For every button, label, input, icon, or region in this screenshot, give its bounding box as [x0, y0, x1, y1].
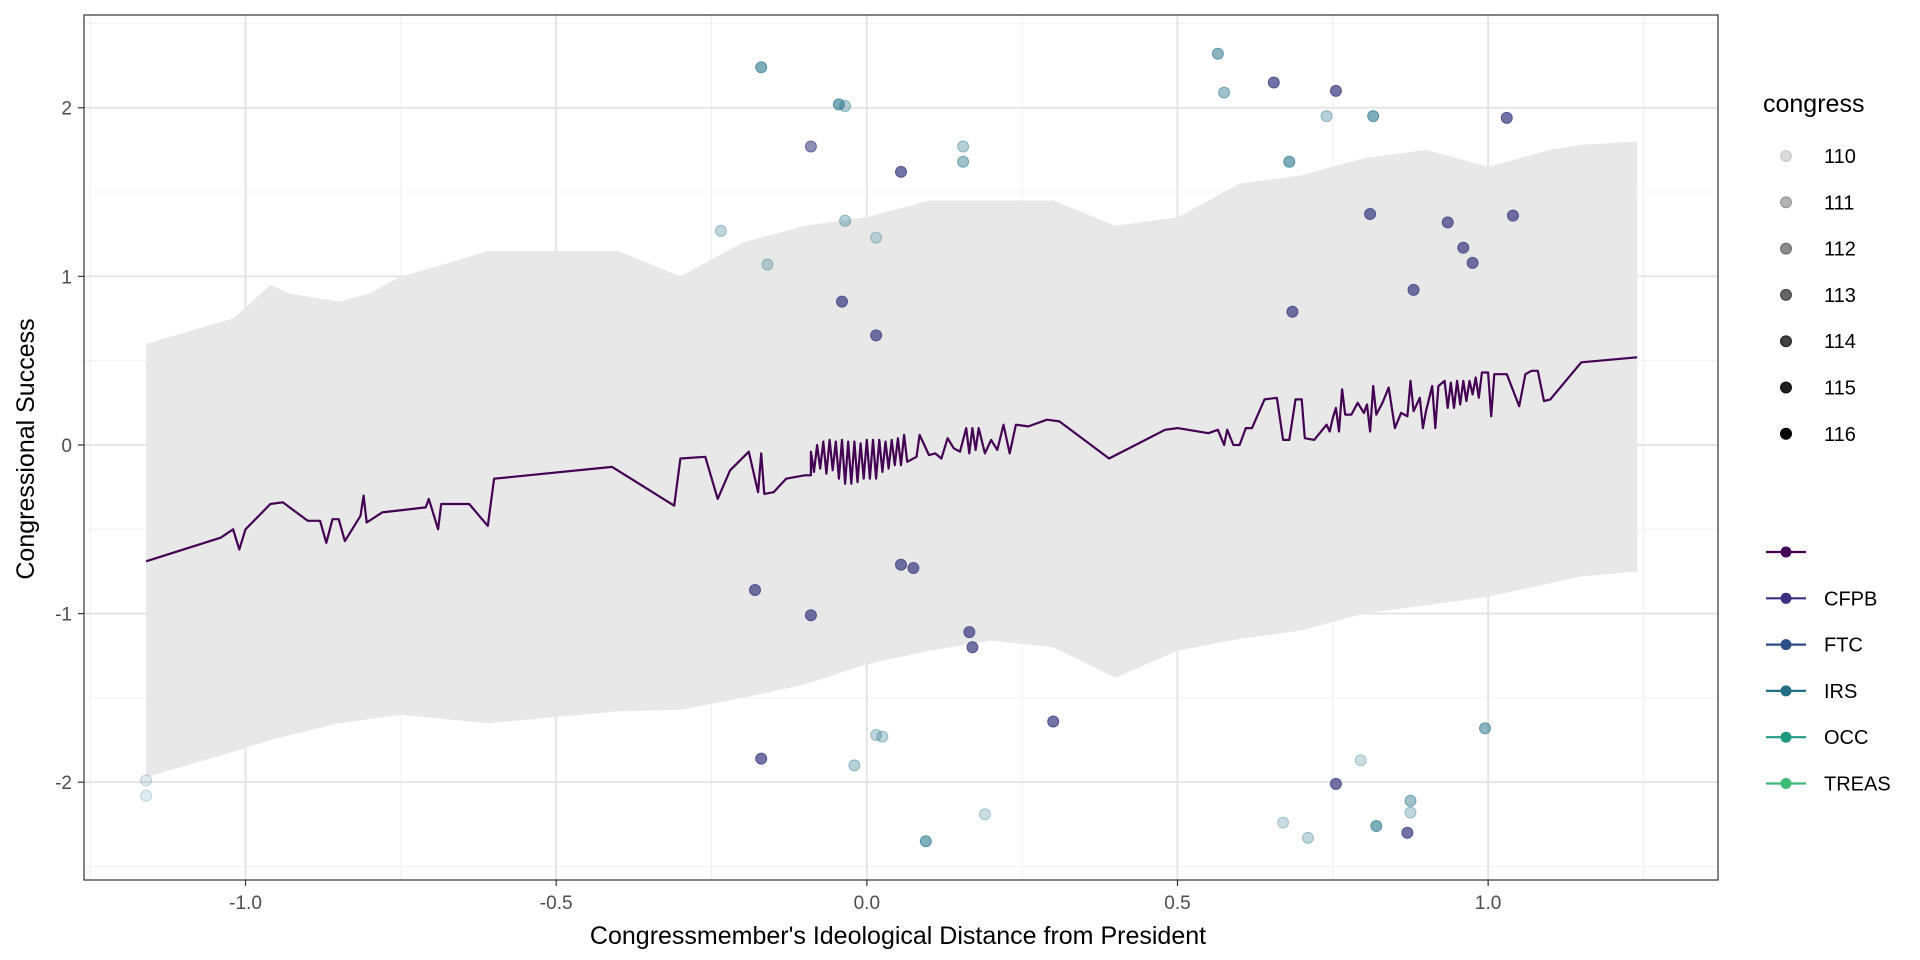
scatter-point	[1286, 305, 1299, 318]
scatter-point	[870, 231, 883, 244]
panel-border	[83, 14, 1719, 881]
legend-congress-key	[1780, 150, 1792, 162]
scatter-point	[839, 214, 852, 227]
fit-line	[145, 356, 1638, 563]
legend-congress-label: 116	[1824, 424, 1856, 446]
scatter-point	[1267, 76, 1280, 89]
x-tick-label: -0.5	[540, 893, 573, 914]
scatter-point	[1218, 86, 1231, 99]
x-tick-label: -1.0	[229, 893, 262, 914]
legend-agency-key	[1780, 731, 1792, 743]
y-tick-label: -2	[55, 773, 72, 794]
scatter-point	[1329, 777, 1342, 790]
scatter-point	[978, 808, 991, 821]
scatter-point	[1466, 256, 1479, 269]
legend-agency: CFPB FTC IRS OCC TREAS	[1766, 546, 1891, 796]
y-tick-label: -1	[55, 605, 72, 626]
legend-agency-label: FTC	[1824, 635, 1863, 657]
y-axis-title: Congressional Success	[12, 318, 40, 579]
legend-congress-key	[1780, 381, 1792, 394]
x-tick-label: 0.5	[1164, 893, 1190, 914]
scatter-point	[1506, 209, 1519, 222]
y-tick-label: 0	[61, 436, 72, 457]
scatter-point	[1047, 715, 1060, 728]
y-tick-label: 1	[61, 267, 72, 288]
scatter-point	[1329, 84, 1342, 97]
legend-agency-key	[1780, 546, 1792, 558]
scatter-point	[748, 583, 761, 596]
scatter-point	[895, 165, 907, 178]
legend-congress-key	[1780, 288, 1792, 301]
scatter-point	[1401, 826, 1414, 839]
scatter-point	[957, 140, 970, 153]
scatter-point	[755, 752, 768, 765]
scatter-point	[1367, 110, 1380, 123]
scatter-point	[957, 155, 970, 168]
legend-agency-label: IRS	[1824, 681, 1857, 703]
legend-agency-label: TREAS	[1824, 774, 1891, 796]
x-axis-title: Congressmember's Ideological Distance fr…	[590, 922, 1206, 950]
scatter-point	[761, 258, 774, 271]
scatter-point	[835, 295, 848, 308]
scatter-point	[1407, 283, 1420, 296]
legend-congress-title: congress	[1763, 90, 1864, 118]
legend-congress-key	[1780, 335, 1792, 348]
legend-congress-label: 114	[1824, 331, 1856, 353]
scatter-point	[1354, 754, 1367, 767]
legend-congress-key	[1780, 196, 1792, 209]
y-axis: -2 -1 0 1 2	[55, 99, 84, 794]
scatter-point	[919, 835, 932, 848]
scatter-point	[876, 730, 889, 743]
legend-congress-label: 111	[1824, 192, 1854, 214]
legend-agency-key	[1780, 685, 1792, 697]
scatter-point	[1301, 831, 1314, 844]
scatter-point	[1364, 207, 1377, 220]
scatter-point	[1370, 820, 1383, 833]
legend-agency-key	[1780, 778, 1792, 789]
scatter-point	[804, 609, 817, 622]
scatter-point	[870, 329, 883, 342]
scatter-point	[1211, 47, 1224, 60]
scatter-point	[140, 774, 153, 787]
scatter-point	[832, 98, 845, 111]
scatter-point	[1479, 722, 1492, 735]
scatter-point	[1320, 110, 1333, 123]
legend-agency-label: CFPB	[1824, 588, 1877, 610]
confidence-ribbon	[146, 141, 1638, 778]
legend-congress-label: 110	[1824, 146, 1856, 168]
scatter-point	[1457, 241, 1470, 254]
scatter-point	[870, 728, 883, 741]
scatter-point	[839, 100, 852, 113]
scatter-point	[1441, 216, 1454, 229]
scatter-point	[1500, 111, 1513, 124]
scatter-point	[1404, 806, 1417, 819]
scatter-point	[1277, 816, 1290, 829]
scatter-points	[140, 47, 1519, 848]
scatter-point	[1404, 794, 1417, 807]
x-axis: -1.0 -0.5 0.0 0.5 1.0	[229, 880, 1501, 914]
legend-congress-label: 112	[1824, 239, 1856, 261]
x-tick-label: 0.0	[854, 893, 880, 914]
scatter-point	[966, 641, 979, 654]
scatter-point	[907, 562, 920, 575]
scatter-point	[848, 759, 861, 772]
scatter-point	[755, 61, 768, 74]
legend-congress-label: 115	[1824, 378, 1856, 400]
legend-congress-label: 113	[1824, 285, 1856, 307]
legend-congress-key	[1780, 427, 1792, 440]
scatter-point	[963, 626, 976, 639]
legend-congress: 110 111 112 113 114 115 116	[1780, 146, 1856, 446]
scatter-point	[714, 224, 727, 237]
scatter-point	[895, 558, 907, 571]
x-tick-label: 1.0	[1475, 893, 1501, 914]
scatter-point	[140, 789, 153, 802]
legend-agency-key	[1780, 639, 1792, 651]
scatter-point	[1283, 155, 1296, 168]
scatter-point	[804, 140, 817, 153]
legend-agency-label: OCC	[1824, 727, 1868, 749]
y-tick-label: 2	[61, 99, 72, 120]
legend-agency-key	[1780, 592, 1792, 604]
legend-congress-key	[1780, 242, 1792, 255]
